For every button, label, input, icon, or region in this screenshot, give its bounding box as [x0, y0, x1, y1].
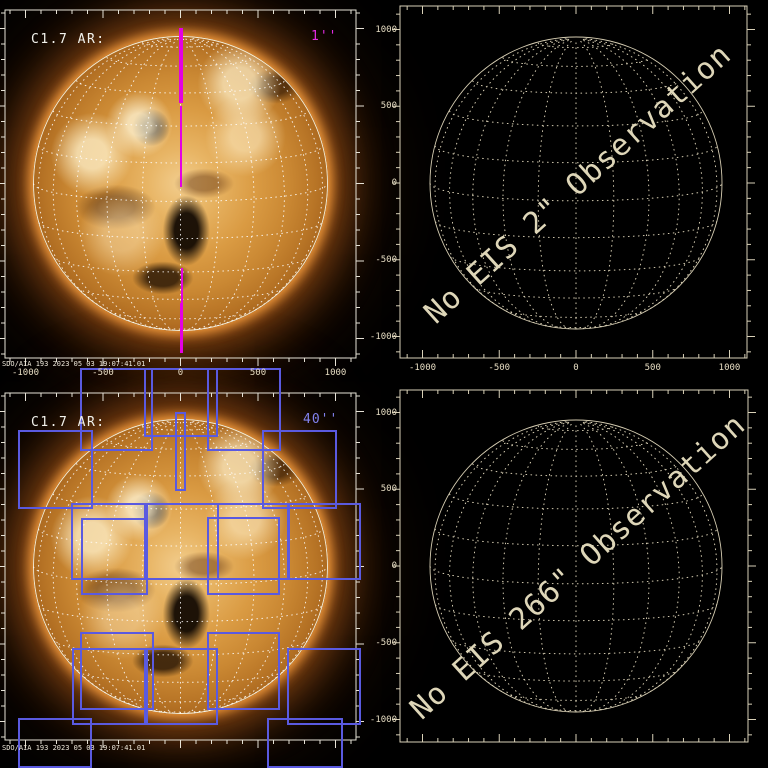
no-observation-message-2arcsec: No EIS 2" Observation	[417, 37, 739, 331]
eis-fov-box	[267, 718, 343, 768]
y-tick-label: 500	[380, 484, 397, 495]
y-tick-label: 0	[391, 178, 397, 188]
eis-slit-segment	[180, 106, 182, 187]
y-tick-label: 1000	[375, 407, 397, 418]
no-observation-message-266arcsec: No EIS 266" Observation	[403, 407, 753, 727]
flare-class-label-bottom: C1.7 AR:	[31, 415, 106, 430]
eis-fov-box	[72, 648, 146, 725]
eis-slit-segment	[179, 28, 183, 103]
x-tick-label: -1000	[408, 363, 437, 373]
y-tick-label: -1000	[369, 331, 397, 342]
eis-fov-box	[175, 412, 186, 491]
x-tick-label: 500	[644, 363, 661, 373]
image-caption-bottom: SDO/AIA 193 2023 05 03 19:07:41.01	[2, 744, 146, 752]
y-tick-label: 0	[391, 561, 397, 571]
slot-width-label-40arcsec: 40''	[303, 412, 339, 427]
x-tick-label: -1000	[11, 368, 40, 378]
eis-slit-segment	[181, 268, 183, 303]
y-tick-label: 500	[380, 101, 397, 112]
eis-fov-box	[207, 632, 280, 710]
eis-fov-box	[18, 430, 93, 509]
x-tick-label: 0	[573, 363, 579, 373]
eis-fov-box	[262, 430, 337, 509]
slit-width-label-1arcsec: 1''	[311, 29, 338, 44]
image-caption-top: SDO/AIA 193 2023 05 03 19:07:41.01	[2, 360, 146, 368]
y-tick-label: -500	[375, 254, 397, 265]
y-tick-label: 1000	[375, 24, 397, 35]
eis-fov-box	[217, 503, 290, 580]
x-tick-label: 1000	[718, 363, 741, 373]
y-tick-label: -500	[375, 637, 397, 648]
x-tick-label: 500	[249, 368, 267, 378]
eis-fov-box	[18, 718, 92, 768]
x-tick-label: 1000	[324, 368, 347, 378]
x-tick-label: -500	[488, 363, 511, 373]
eis-fov-box	[81, 518, 148, 595]
eis-slit-segment	[180, 303, 183, 353]
flare-class-label-top: C1.7 AR:	[31, 32, 106, 47]
eis-fov-box	[287, 503, 361, 580]
eis-fov-box	[287, 648, 361, 725]
x-tick-label: 0	[177, 368, 184, 378]
x-tick-label: -500	[92, 368, 114, 378]
y-tick-label: -1000	[369, 714, 397, 725]
